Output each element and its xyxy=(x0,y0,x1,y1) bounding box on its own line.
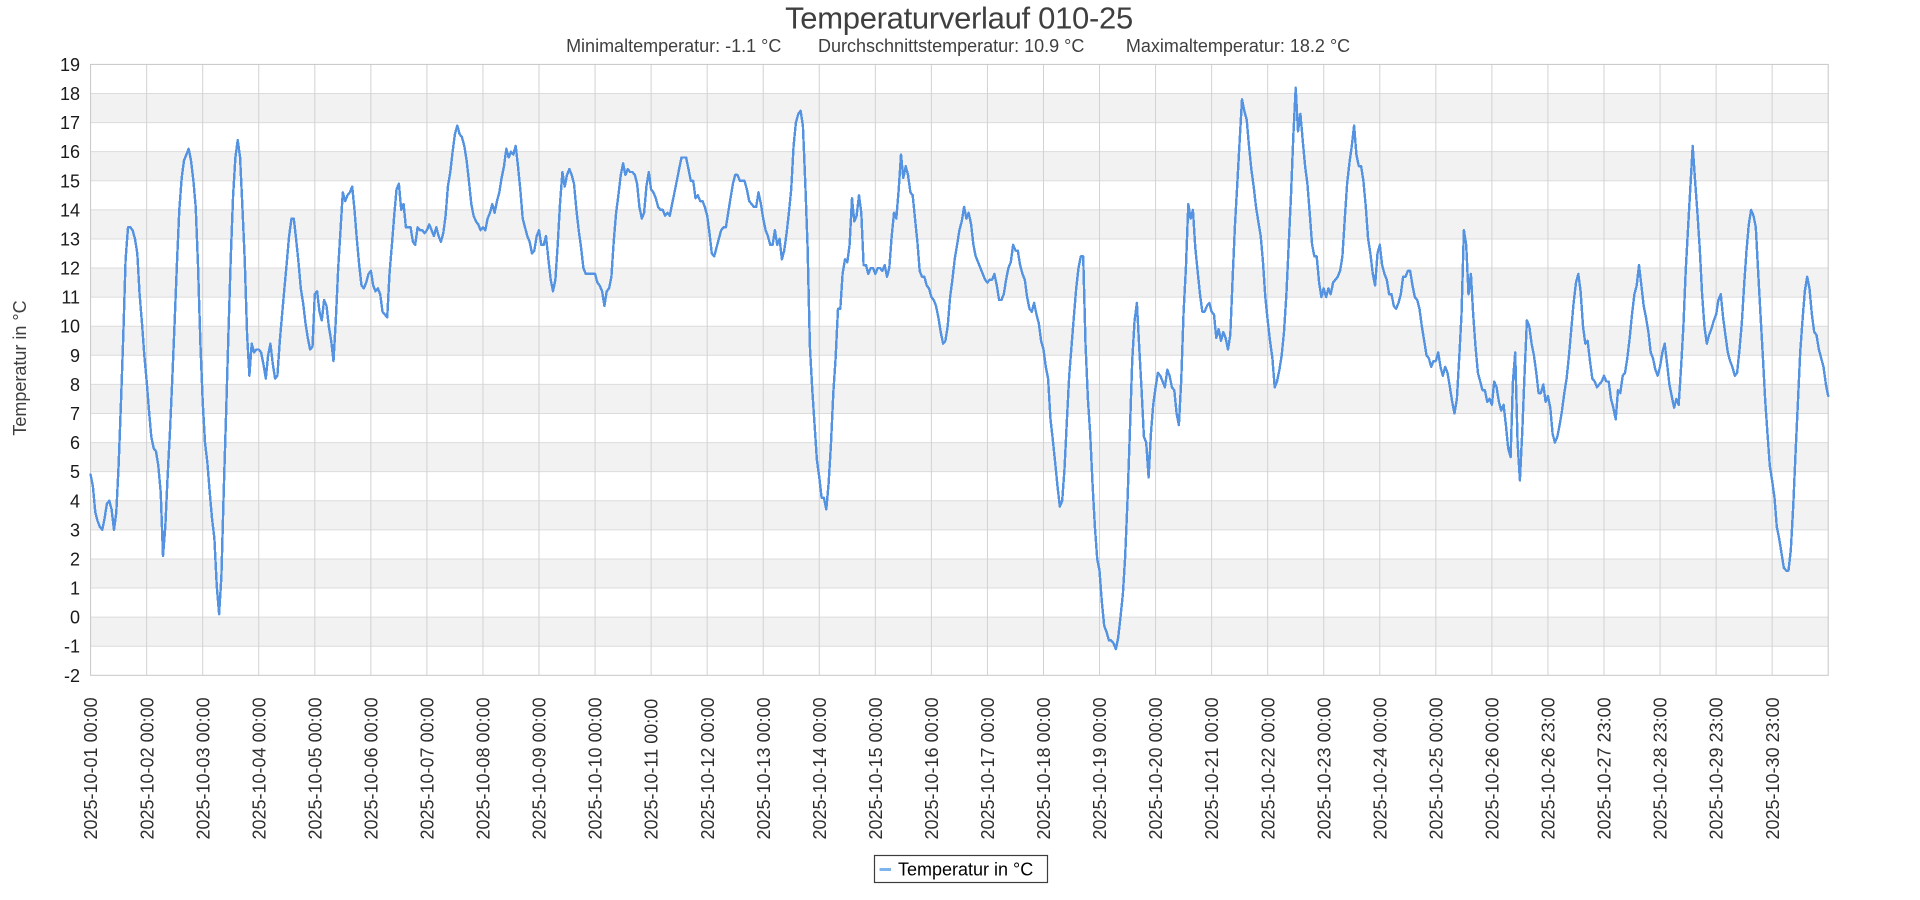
svg-text:2025-10-28 23:00: 2025-10-28 23:00 xyxy=(1651,697,1671,839)
svg-text:Minimaltemperatur: -1.1 °C: Minimaltemperatur: -1.1 °C xyxy=(566,36,781,56)
svg-text:2025-10-26 23:00: 2025-10-26 23:00 xyxy=(1539,697,1559,839)
svg-text:17: 17 xyxy=(60,113,80,133)
svg-text:2025-10-06 00:00: 2025-10-06 00:00 xyxy=(361,697,381,839)
svg-text:1: 1 xyxy=(70,579,80,599)
svg-text:15: 15 xyxy=(60,171,80,191)
svg-text:2025-10-23 00:00: 2025-10-23 00:00 xyxy=(1314,697,1334,839)
svg-text:2025-10-18 00:00: 2025-10-18 00:00 xyxy=(1034,697,1054,839)
svg-text:Temperatur in °C: Temperatur in °C xyxy=(10,300,30,435)
svg-text:10: 10 xyxy=(60,317,80,337)
svg-text:2025-10-29 23:00: 2025-10-29 23:00 xyxy=(1707,697,1727,839)
svg-text:2025-10-24 00:00: 2025-10-24 00:00 xyxy=(1370,697,1390,839)
svg-text:11: 11 xyxy=(61,288,80,308)
svg-text:Maximaltemperatur: 18.2 °C: Maximaltemperatur: 18.2 °C xyxy=(1126,36,1350,56)
svg-text:2025-10-27 23:00: 2025-10-27 23:00 xyxy=(1595,697,1615,839)
svg-text:Temperatur in °C: Temperatur in °C xyxy=(898,860,1033,880)
svg-text:5: 5 xyxy=(70,462,80,482)
svg-text:2025-10-04 00:00: 2025-10-04 00:00 xyxy=(249,697,269,839)
svg-text:2025-10-21 00:00: 2025-10-21 00:00 xyxy=(1202,697,1222,839)
svg-text:2025-10-22 00:00: 2025-10-22 00:00 xyxy=(1258,697,1278,839)
svg-text:2025-10-11 00:00: 2025-10-11 00:00 xyxy=(642,699,662,840)
svg-text:2025-10-02 00:00: 2025-10-02 00:00 xyxy=(137,697,157,839)
svg-text:2025-10-16 00:00: 2025-10-16 00:00 xyxy=(922,697,942,839)
svg-text:2025-10-30 23:00: 2025-10-30 23:00 xyxy=(1763,697,1783,839)
svg-text:2025-10-01 00:00: 2025-10-01 00:00 xyxy=(81,697,101,839)
svg-text:2025-10-25 00:00: 2025-10-25 00:00 xyxy=(1426,697,1446,839)
svg-text:-1: -1 xyxy=(64,637,80,657)
svg-text:12: 12 xyxy=(60,259,80,279)
svg-text:18: 18 xyxy=(60,84,80,104)
svg-text:2025-10-20 00:00: 2025-10-20 00:00 xyxy=(1146,697,1166,839)
svg-text:14: 14 xyxy=(60,200,80,220)
svg-text:2025-10-17 00:00: 2025-10-17 00:00 xyxy=(978,697,998,839)
svg-text:16: 16 xyxy=(60,142,80,162)
svg-text:8: 8 xyxy=(70,375,80,395)
svg-text:6: 6 xyxy=(70,433,80,453)
svg-text:9: 9 xyxy=(70,346,80,366)
svg-text:13: 13 xyxy=(60,229,80,249)
svg-text:0: 0 xyxy=(70,608,80,628)
svg-text:2025-10-03 00:00: 2025-10-03 00:00 xyxy=(193,697,213,839)
svg-text:2025-10-26 00:00: 2025-10-26 00:00 xyxy=(1482,697,1502,839)
svg-text:3: 3 xyxy=(70,520,80,540)
svg-text:2025-10-09 00:00: 2025-10-09 00:00 xyxy=(530,697,550,839)
svg-text:2025-10-08 00:00: 2025-10-08 00:00 xyxy=(474,697,494,839)
svg-text:2025-10-10 00:00: 2025-10-10 00:00 xyxy=(586,697,606,839)
svg-text:Durchschnittstemperatur: 10.9: Durchschnittstemperatur: 10.9 °C xyxy=(818,36,1084,56)
svg-text:19: 19 xyxy=(60,55,80,75)
svg-text:4: 4 xyxy=(70,491,80,511)
svg-text:-2: -2 xyxy=(64,666,80,686)
svg-text:7: 7 xyxy=(70,404,80,424)
svg-text:2025-10-12 00:00: 2025-10-12 00:00 xyxy=(698,697,718,839)
svg-text:2025-10-15 00:00: 2025-10-15 00:00 xyxy=(866,697,886,839)
svg-text:2025-10-14 00:00: 2025-10-14 00:00 xyxy=(810,697,830,839)
svg-text:2: 2 xyxy=(70,549,80,569)
svg-text:2025-10-05 00:00: 2025-10-05 00:00 xyxy=(305,697,325,839)
svg-text:2025-10-19 00:00: 2025-10-19 00:00 xyxy=(1090,697,1110,839)
svg-text:Temperaturverlauf 010-25: Temperaturverlauf 010-25 xyxy=(785,1,1133,36)
svg-text:2025-10-07 00:00: 2025-10-07 00:00 xyxy=(418,697,438,839)
svg-text:2025-10-13 00:00: 2025-10-13 00:00 xyxy=(754,697,774,839)
